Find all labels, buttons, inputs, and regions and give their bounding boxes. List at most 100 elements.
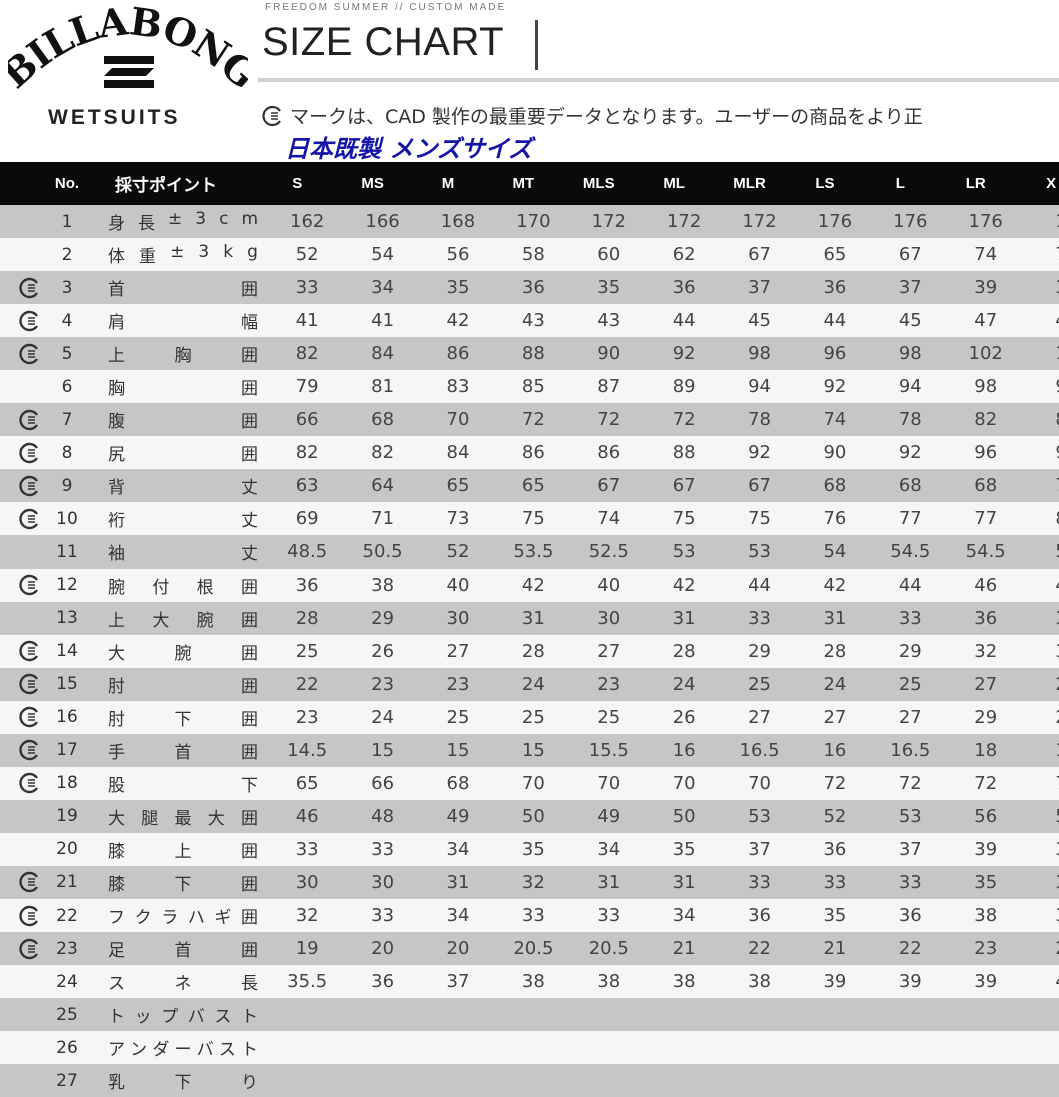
measure-point-label: 大腕囲 <box>108 639 258 664</box>
size-value-lr: 47 <box>974 310 998 332</box>
size-value-mlr: 98 <box>748 343 771 365</box>
size-value-ls: 96 <box>823 343 847 365</box>
size-value-lr: 54.5 <box>965 541 1006 563</box>
label-char: ト <box>240 1007 258 1028</box>
size-value-ml: 72 <box>672 409 696 431</box>
size-value-m: 84 <box>446 442 470 464</box>
table-row: 17 手 首 囲 14.5 15 15 15 15.5 16 16.5 16 16.5 18 1 <box>0 733 1059 767</box>
size-value-mt: 24 <box>521 673 545 695</box>
header-size-s: S <box>292 175 303 192</box>
logo-subtext: WETSUITS <box>48 106 181 129</box>
label-char: ハ <box>187 908 205 928</box>
size-value-mt: 20.5 <box>513 938 554 960</box>
page-title: SIZE CHART <box>262 20 505 64</box>
measure-point-label: 足首囲 <box>108 936 258 961</box>
size-value-l: 68 <box>898 475 922 497</box>
size-value-l: 67 <box>898 244 922 266</box>
label-char: m <box>241 209 258 230</box>
size-value-s: 66 <box>295 409 319 431</box>
table-row: 3首囲333435363536373637393 <box>0 271 1059 305</box>
measure-point-label: 裄丈 <box>108 506 258 531</box>
size-value-ms: 34 <box>371 277 395 299</box>
label-char: 囲 <box>241 874 258 895</box>
row-number: 15 <box>56 674 78 695</box>
size-value-mlr: 33 <box>748 871 771 893</box>
label-char: 肘 <box>108 709 125 730</box>
size-value-mls: 86 <box>597 442 621 464</box>
header-size-mls: MLS <box>582 175 615 192</box>
size-value-lr: 38 <box>974 905 998 926</box>
size-value-mlr: 44 <box>748 574 771 596</box>
size-value-mlr: 92 <box>748 442 771 464</box>
cad-mark-icon <box>0 442 48 464</box>
size-value-ml: 38 <box>672 971 696 993</box>
size-value-ms: 64 <box>371 475 395 497</box>
size-table: No. 採寸ポイント S MS M MT MLS ML MLR LS L LR X 1 身長 ±3 c m 1… <box>0 162 1059 1097</box>
label-char: 囲 <box>240 908 258 928</box>
size-value-x: 4 <box>1023 575 1059 596</box>
label-char: 大 <box>108 643 125 664</box>
header-size-ml: ML <box>663 175 685 192</box>
size-value-mlr: 67 <box>748 475 771 497</box>
size-value-m: 37 <box>446 971 470 993</box>
size-value-ml: 28 <box>672 640 696 662</box>
label-char: ス <box>108 974 125 995</box>
size-value-mlr: 25 <box>748 673 771 695</box>
row-number: 27 <box>56 1070 78 1091</box>
size-value-ms: 41 <box>371 310 395 332</box>
size-value-l: 53 <box>898 805 922 827</box>
size-value-m: 56 <box>446 244 470 266</box>
cad-note-text: マークは、CAD 製作の最重要データとなります。ユーザーの商品をより正 <box>290 106 923 128</box>
section-title: 日本既製 メンズサイズ <box>285 135 533 163</box>
size-value-ml: 50 <box>672 805 696 827</box>
size-value-ms: 54 <box>371 244 395 266</box>
row-number: 11 <box>56 541 78 562</box>
size-value-s: 82 <box>295 442 319 464</box>
size-value-mls: 72 <box>597 409 621 431</box>
size-value-m: 25 <box>446 706 470 728</box>
size-value-ls: 36 <box>823 277 847 299</box>
size-value-x: 8 <box>1023 409 1059 430</box>
size-value-ml: 44 <box>672 310 696 332</box>
size-value-mt: 70 <box>521 772 545 794</box>
row-number: 21 <box>56 872 78 893</box>
size-value-mls: 31 <box>597 871 621 893</box>
size-value-m: 86 <box>446 343 470 365</box>
size-value-ml: 42 <box>672 574 696 596</box>
size-value-ms: 30 <box>371 871 395 893</box>
size-value-lr: 82 <box>974 409 998 431</box>
size-value-ml: 31 <box>672 871 696 893</box>
row-number: 19 <box>56 806 78 827</box>
size-value-ls: 68 <box>823 475 847 497</box>
size-value-ms: 20 <box>371 938 395 960</box>
label-char: 囲 <box>241 445 258 466</box>
measure-point-label: スネ長 <box>108 969 258 994</box>
size-value-ls: 35 <box>823 905 847 926</box>
row-number: 5 <box>61 343 73 364</box>
size-value-m: 83 <box>446 376 470 398</box>
header-size-ls: LS <box>815 175 835 192</box>
row-number: 10 <box>56 508 78 529</box>
label-char: 首 <box>174 742 192 763</box>
cad-mark-icon <box>262 105 281 126</box>
row-number: 3 <box>61 277 73 298</box>
size-value-s: 41 <box>295 310 319 332</box>
row-number: 13 <box>56 608 78 629</box>
size-value-l: 176 <box>893 211 928 233</box>
label-char: ト <box>240 1040 258 1061</box>
size-value-lr: 56 <box>974 805 998 827</box>
size-value-ml: 89 <box>672 376 696 398</box>
size-value-lr: 32 <box>974 640 998 662</box>
size-value-mlr: 37 <box>748 277 771 299</box>
size-value-mt: 75 <box>521 508 545 530</box>
label-char: ± <box>170 242 185 263</box>
size-value-mlr: 33 <box>748 607 771 629</box>
size-value-l: 92 <box>898 442 922 464</box>
size-value-mls: 40 <box>597 574 621 596</box>
table-row: 5 上 胸 囲 82 84 86 88 90 92 98 96 98 102 1 <box>0 337 1059 371</box>
measure-point-label: 膝上囲 <box>108 837 258 862</box>
label-char: g <box>247 242 258 263</box>
size-value-ms: 82 <box>371 442 395 464</box>
size-value-mt: 65 <box>521 475 545 497</box>
size-value-mls: 52.5 <box>588 541 629 563</box>
